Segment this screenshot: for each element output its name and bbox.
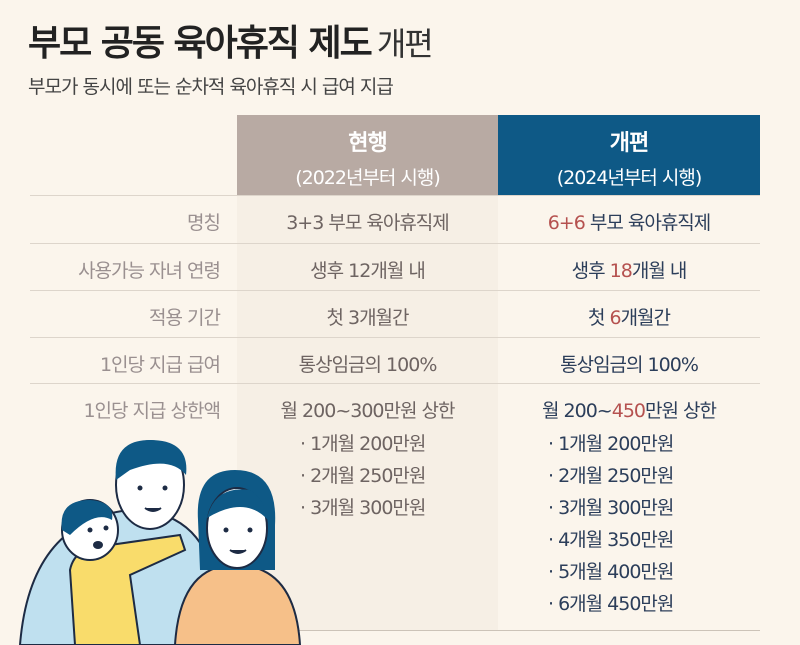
- list-item: · 2개월 250만원: [548, 465, 674, 487]
- row-label: 명칭: [187, 212, 221, 234]
- list-item: · 6개월 450만원: [548, 593, 674, 615]
- list-item: · 1개월 200만원: [300, 433, 426, 455]
- text: 생후: [571, 260, 610, 282]
- current-breakdown-list: · 1개월 200만원 · 2개월 250만원 · 3개월 300만원: [300, 428, 426, 524]
- current-value: 생후 12개월 내: [310, 260, 426, 282]
- list-item: · 5개월 400만원: [548, 561, 674, 583]
- current-column-header: 현행 (2022년부터 시행): [237, 115, 498, 195]
- new-breakdown-list: · 1개월 200만원 · 2개월 250만원 · 3개월 300만원 · 4개…: [548, 428, 674, 620]
- new-period: (2024년부터 시행): [556, 167, 703, 189]
- table-row: 1인당 지급 상한액 월 200~300만원 상한 월 200~450만원 상한: [30, 383, 760, 631]
- row-label: 사용가능 자녀 연령: [78, 260, 221, 282]
- table-row: 사용가능 자녀 연령 생후 12개월 내 생후 18개월 내: [30, 243, 760, 291]
- text: 첫: [587, 307, 610, 329]
- title-light: 개편: [376, 25, 434, 63]
- list-item: · 2개월 250만원: [300, 465, 426, 487]
- new-value: 통상임금의 100%: [560, 354, 699, 376]
- table-row: 명칭 3+3 부모 육아휴직제 6+6 부모 육아휴직제: [30, 195, 760, 244]
- new-value: 첫 6개월간: [498, 303, 760, 330]
- list-item: · 4개월 350만원: [548, 529, 674, 551]
- subtitle: 부모가 동시에 또는 순차적 육아휴직 시 급여 지급: [28, 76, 394, 98]
- table-row: 1인당 지급 급여 통상임금의 100% 통상임금의 100%: [30, 337, 760, 384]
- text: 월 200~: [542, 400, 613, 422]
- highlight: 6+6: [547, 212, 586, 234]
- current-value: 통상임금의 100%: [298, 354, 438, 376]
- current-value: 월 200~300만원 상한: [280, 400, 456, 422]
- text: 개월간: [620, 307, 671, 329]
- new-value: 월 200~450만원 상한: [498, 396, 760, 423]
- list-item: · 1개월 200만원: [548, 433, 674, 455]
- highlight: 450: [611, 400, 646, 422]
- row-label: 1인당 지급 상한액: [83, 400, 221, 422]
- new-column-header: 개편 (2024년부터 시행): [498, 115, 760, 195]
- new-value: 생후 18개월 내: [498, 256, 760, 283]
- highlight: 18: [609, 260, 633, 282]
- new-title: 개편: [609, 131, 649, 156]
- text: 개월 내: [631, 260, 687, 282]
- row-label: 1인당 지급 급여: [99, 354, 221, 376]
- new-value: 6+6 부모 육아휴직제: [498, 208, 760, 235]
- highlight: 6: [609, 307, 621, 329]
- text: 만원 상한: [645, 400, 717, 422]
- text: 부모 육아휴직제: [584, 212, 711, 234]
- family-illustration: [18, 440, 302, 645]
- table-row: 적용 기간 첫 3개월간 첫 6개월간: [30, 290, 760, 338]
- current-period: (2022년부터 시행): [295, 167, 441, 189]
- current-value: 3+3 부모 육아휴직제: [286, 212, 450, 234]
- row-label: 적용 기간: [149, 307, 221, 329]
- title-bold: 부모 공동 육아휴직 제도: [28, 23, 373, 64]
- current-column-background: [237, 195, 498, 630]
- current-title: 현행: [348, 131, 387, 156]
- list-item: · 3개월 300만원: [548, 497, 674, 519]
- list-item: · 3개월 300만원: [300, 497, 426, 519]
- page-title: 부모 공동 육아휴직 제도 개편: [28, 14, 434, 66]
- table-bottom-border: [30, 630, 760, 631]
- current-value: 첫 3개월간: [326, 307, 409, 329]
